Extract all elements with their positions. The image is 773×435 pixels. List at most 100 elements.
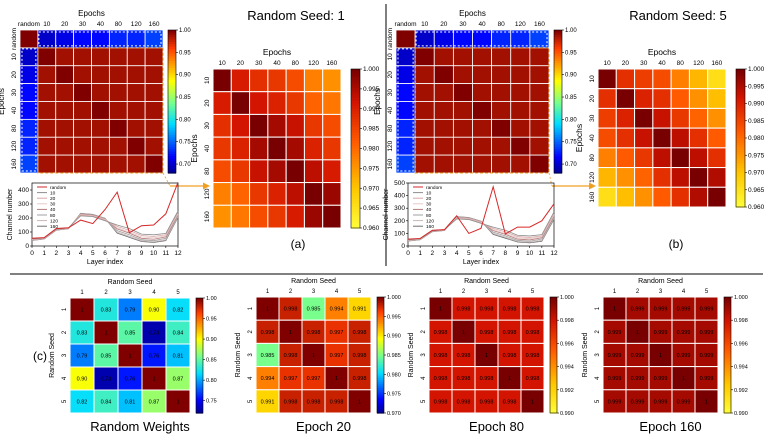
colorbar-segment	[351, 180, 360, 184]
cell-label: 0.998	[307, 399, 321, 405]
y-tick-label: 120	[387, 140, 394, 151]
heatmap-cell	[615, 68, 636, 90]
colorbar-segment	[196, 307, 203, 311]
colorbar-segment	[377, 387, 384, 391]
heatmap-cell	[108, 101, 128, 120]
y-tick-label: 2	[248, 329, 254, 333]
heatmap-cell	[37, 83, 57, 102]
cell-label: 0.998	[434, 376, 448, 382]
colorbar-segment	[724, 385, 731, 389]
heatmap-cell	[285, 136, 305, 161]
y-tick-label: 3	[248, 353, 254, 357]
heatmap-cell	[491, 65, 512, 85]
colorbar-segment	[736, 105, 745, 109]
colorbar-segment	[736, 117, 745, 121]
colorbar-segment	[196, 403, 203, 406]
colorbar-segment	[736, 165, 745, 169]
colorbar-segment	[736, 204, 745, 208]
x-tick-label: 0	[406, 250, 410, 257]
heatmap-cell	[670, 186, 690, 208]
x-tick-label: 1	[266, 289, 270, 295]
colorbar-segment	[168, 132, 176, 136]
x-axis-title: Random Seed	[638, 278, 683, 285]
colorbar-segment	[168, 58, 176, 62]
colorbar-tick-label: 0.85	[206, 358, 217, 364]
heatmap-cell	[55, 136, 75, 156]
heatmap-cell	[212, 68, 232, 93]
colorbar-tick-label: 0.90	[565, 73, 577, 79]
y-tick-label: 120	[204, 188, 211, 199]
heatmap-cell	[91, 101, 110, 120]
y-tick-label: 2	[421, 329, 427, 333]
y-tick-label: 1	[62, 307, 68, 311]
colorbar-segment	[196, 395, 203, 399]
colorbar-segment	[168, 101, 176, 105]
colorbar-tick-label: 0.970	[363, 185, 380, 192]
cell-label: 1	[636, 330, 639, 336]
heatmap-cell	[433, 118, 454, 138]
colorbar-segment	[550, 337, 557, 341]
colorbar-segment	[550, 380, 557, 383]
colorbar-segment	[168, 125, 176, 129]
colorbar-segment	[196, 407, 203, 410]
colorbar-segment	[168, 103, 176, 107]
cell-label: 0.985	[307, 307, 321, 313]
colorbar-segment	[724, 409, 731, 412]
cell-label: 1	[682, 376, 685, 382]
heatmap-cell	[230, 68, 251, 93]
colorbar-tick-label: 0.970	[387, 411, 401, 417]
colorbar-segment	[196, 340, 203, 343]
cell-label: 0.998	[434, 353, 448, 359]
colorbar-segment	[550, 353, 557, 356]
colorbar-tick-label: 0.990	[734, 411, 748, 417]
colorbar-segment	[550, 358, 557, 362]
heatmap-cell	[597, 88, 617, 109]
heatmap-cell	[19, 154, 39, 174]
cell-label: 0.998	[457, 376, 471, 382]
colorbar-segment	[377, 372, 384, 375]
heatmap-cell	[73, 29, 92, 49]
colorbar-segment	[351, 137, 360, 142]
colorbar-segment	[550, 376, 557, 379]
colorbar-segment	[724, 407, 731, 410]
heatmap-cell	[414, 83, 435, 102]
colorbar-segment	[736, 69, 745, 72]
colorbar-segment	[168, 130, 176, 134]
heatmap-cell	[472, 101, 493, 120]
heatmap-cell	[249, 204, 269, 229]
x-axis-title: Layer index	[463, 259, 500, 266]
colorbar-segment	[736, 163, 745, 167]
colorbar-segment	[724, 335, 731, 339]
series-line-10	[31, 210, 179, 240]
colorbar-tick-label: 1.000	[734, 295, 748, 301]
heatmap-cell	[707, 147, 727, 169]
colorbar-frame	[723, 296, 732, 414]
cell-label: 0.998	[434, 330, 448, 336]
colorbar-segment	[196, 405, 203, 408]
heatmap-cell	[615, 167, 636, 188]
heatmap-cell	[285, 159, 305, 184]
colorbar-segment	[377, 337, 384, 341]
colorbar-segment	[196, 322, 203, 326]
heatmap-cell	[452, 47, 473, 67]
colorbar-segment	[351, 190, 360, 195]
series-line-random	[31, 182, 179, 239]
colorbar-segment	[168, 165, 176, 169]
colorbar-segment	[550, 411, 557, 414]
cell-label: 1	[462, 330, 465, 336]
y-tick-label: random	[387, 28, 394, 50]
legend-label: 80	[426, 213, 432, 219]
colorbar-segment	[554, 99, 562, 103]
heatmap-cell	[670, 68, 690, 90]
colorbar-segment	[550, 300, 557, 304]
colorbar-segment	[550, 335, 557, 339]
chart-caption: Epoch 160	[639, 419, 701, 434]
colorbar-segment	[168, 118, 176, 122]
colorbar-segment	[724, 347, 731, 350]
x-tick-label: 3	[312, 289, 316, 295]
colorbar-tick-label: 0.75	[179, 140, 191, 146]
colorbar-segment	[550, 343, 557, 346]
colorbar-segment	[736, 193, 745, 197]
legend-label: 40	[426, 207, 432, 213]
colorbar-segment	[196, 353, 203, 357]
